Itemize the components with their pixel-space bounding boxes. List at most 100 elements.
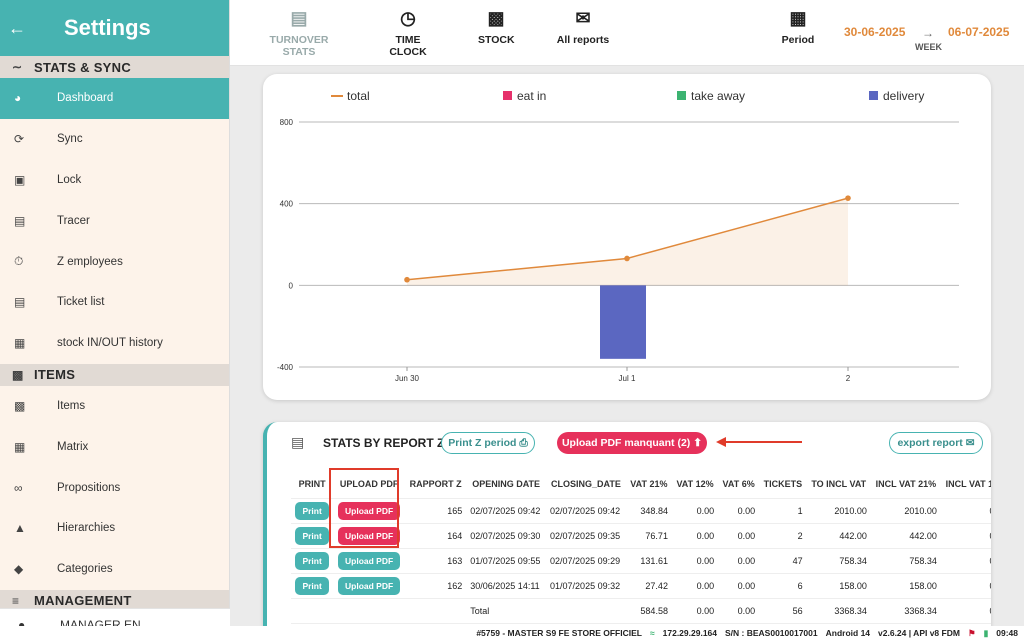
vat21-cell: 348.84	[625, 498, 672, 524]
vat12-cell: 0.00	[671, 523, 719, 549]
sidebar-item-categories[interactable]: ◆ Categories	[14, 562, 113, 577]
user-icon: ●	[18, 617, 26, 632]
upload-pdf-button[interactable]: Upload PDF	[338, 526, 401, 545]
export-report-button[interactable]: export report ✉	[889, 432, 983, 454]
trend-icon: ∼	[12, 60, 23, 74]
upload-pdf-button[interactable]: Upload PDF	[338, 551, 401, 570]
sidebar-item-lock[interactable]: ▣ Lock	[14, 172, 82, 187]
nav-period[interactable]: ▦ Period	[781, 8, 815, 46]
printer-icon: ⎙	[519, 436, 528, 449]
arrow-right-icon: →	[922, 26, 934, 40]
calendar-icon: ▦	[789, 8, 807, 28]
upload-pdf-button[interactable]: Upload PDF	[338, 501, 401, 520]
tag-icon: ◆	[14, 562, 24, 577]
nav-turnover-stats[interactable]: ▤ TURNOVER STATS	[258, 6, 340, 58]
print-button[interactable]: Print	[295, 551, 329, 570]
pie-chart-icon: ◕	[14, 91, 22, 106]
tickets-cell: 2	[759, 523, 807, 549]
table-row: Print Upload PDF 165 02/07/2025 09:42 02/07/…	[291, 498, 991, 524]
print-cell: Print	[291, 573, 334, 599]
total-area	[407, 198, 848, 286]
col-closing-date: CLOSING_DATE	[546, 470, 626, 499]
upload-cell: Upload PDF	[333, 573, 405, 599]
clock-icon: ◷	[400, 8, 416, 28]
upload-cell: Upload PDF	[333, 498, 405, 524]
col-incl-vat-21: INCL VAT 21%	[870, 470, 941, 499]
clock-time: 09:48	[996, 628, 1018, 638]
incl-vat12-cell: 0.00	[940, 498, 991, 524]
report-title: STATS BY REPORT Z	[323, 436, 445, 450]
print-button[interactable]: Print	[295, 576, 329, 595]
total-label: Total	[466, 598, 547, 624]
vat6-cell: 0.00	[718, 573, 760, 599]
back-arrow-icon[interactable]: ←	[8, 17, 26, 38]
total-incl-vat-cell: 158.00	[806, 573, 871, 599]
incl-vat12-cell: 0.00	[940, 573, 991, 599]
incl-vat21-cell: 442.00	[870, 523, 941, 549]
print-z-period-button[interactable]: Print Z period ⎙	[441, 432, 535, 454]
sidebar-title: Settings	[64, 15, 151, 40]
rapport-z-cell: 163	[404, 548, 467, 574]
boxes-icon: ▩	[14, 398, 26, 413]
clipboard-icon: ▤	[14, 213, 26, 228]
report-z-table: PRINT UPLOAD PDF RAPPORT Z OPENING DATE …	[291, 470, 991, 624]
nav-time-clock[interactable]: ◷ TIME CLOCK	[378, 6, 438, 58]
print-button[interactable]: Print	[295, 501, 329, 520]
serial-number: S/N : BEAS0010017001	[725, 628, 818, 638]
incl-vat21-cell: 758.34	[870, 548, 941, 574]
date-from[interactable]: 30-06-2025	[844, 25, 906, 39]
col-opening-date: OPENING DATE	[466, 470, 547, 499]
tickets-cell: 47	[759, 548, 807, 574]
y-tick-label: 800	[280, 118, 294, 127]
sidebar-item-ticket-list[interactable]: ▤ Ticket list	[14, 295, 105, 310]
print-button[interactable]: Print	[295, 526, 329, 545]
total-incl-vat-cell: 442.00	[806, 523, 871, 549]
date-to[interactable]: 06-07-2025	[948, 25, 1010, 39]
table-row: Print Upload PDF 162 30/06/2025 14:11 01/07/…	[291, 573, 991, 599]
sidebar-item-stock-history[interactable]: ▦ stock IN/OUT history	[14, 336, 163, 351]
upload-missing-pdf-button[interactable]: Upload PDF manquant (2) ⬆	[557, 432, 707, 454]
col-to-incl-vat: TO INCL VAT	[806, 470, 871, 499]
table-row: Print Upload PDF 164 02/07/2025 09:30 02/07/…	[291, 523, 991, 549]
top-nav: ▤ TURNOVER STATS ◷ TIME CLOCK ▩ STOCK ✉ …	[230, 0, 1024, 66]
sidebar-item-matrix[interactable]: ▦ Matrix	[14, 439, 89, 454]
total-incl-vat12: 0.00	[940, 598, 991, 624]
grid-icon: ▦	[14, 439, 26, 454]
sidebar-item-propositions[interactable]: ∞ Propositions	[14, 480, 121, 495]
hierarchy-icon: ▲	[14, 521, 26, 536]
legend-swatch	[503, 91, 512, 100]
sliders-icon: ≡	[12, 593, 20, 608]
col-upload-pdf: UPLOAD PDF	[333, 470, 405, 499]
sidebar-item-z-employees[interactable]: ⏱ Z employees	[14, 254, 123, 269]
upload-pdf-button[interactable]: Upload PDF	[338, 576, 401, 595]
total-incl-vat: 3368.34	[806, 598, 871, 624]
status-bar: #5759 - MASTER S9 FE STORE OFFICIEL ≈ 17…	[0, 626, 1024, 640]
nav-stock[interactable]: ▩ STOCK	[478, 8, 515, 46]
sidebar-item-tracer[interactable]: ▤ Tracer	[14, 213, 90, 228]
col-vat-12: VAT 12%	[671, 470, 719, 499]
tickets-cell: 1	[759, 498, 807, 524]
vat21-cell: 131.61	[625, 548, 672, 574]
report-z-card: ▤ STATS BY REPORT Z Print Z period ⎙ Upl…	[263, 422, 991, 632]
sidebar-item-hierarchies[interactable]: ▲ Hierarchies	[14, 521, 116, 536]
total-incl-vat-cell: 758.34	[806, 548, 871, 574]
nav-all-reports[interactable]: ✉ All reports	[556, 8, 610, 46]
col-tickets: TICKETS	[759, 470, 807, 499]
closing-date-cell: 02/07/2025 09:42	[546, 498, 626, 524]
closing-date-cell: 01/07/2025 09:32	[546, 573, 626, 599]
total-incl-vat-cell: 2010.00	[806, 498, 871, 524]
period-week-label: WEEK	[915, 42, 942, 52]
lock-icon: ▣	[14, 172, 26, 187]
print-cell: Print	[291, 498, 334, 524]
rapport-z-cell: 165	[404, 498, 467, 524]
stacked-boxes-icon: ▩	[487, 8, 505, 28]
report-table-body: Print Upload PDF 165 02/07/2025 09:42 02/07/…	[291, 498, 991, 624]
sidebar-item-sync[interactable]: ⟳ Sync	[14, 132, 83, 147]
total-empty-cell	[546, 598, 626, 624]
vat12-cell: 0.00	[671, 573, 719, 599]
sidebar-item-items[interactable]: ▩ Items	[14, 398, 86, 413]
store-name: #5759 - MASTER S9 FE STORE OFFICIEL	[476, 628, 642, 638]
section-stats-sync: ∼ STATS & SYNC	[0, 56, 229, 78]
sidebar-item-dashboard[interactable]: ◕ Dashboard	[0, 78, 229, 119]
vat6-cell: 0.00	[718, 548, 760, 574]
